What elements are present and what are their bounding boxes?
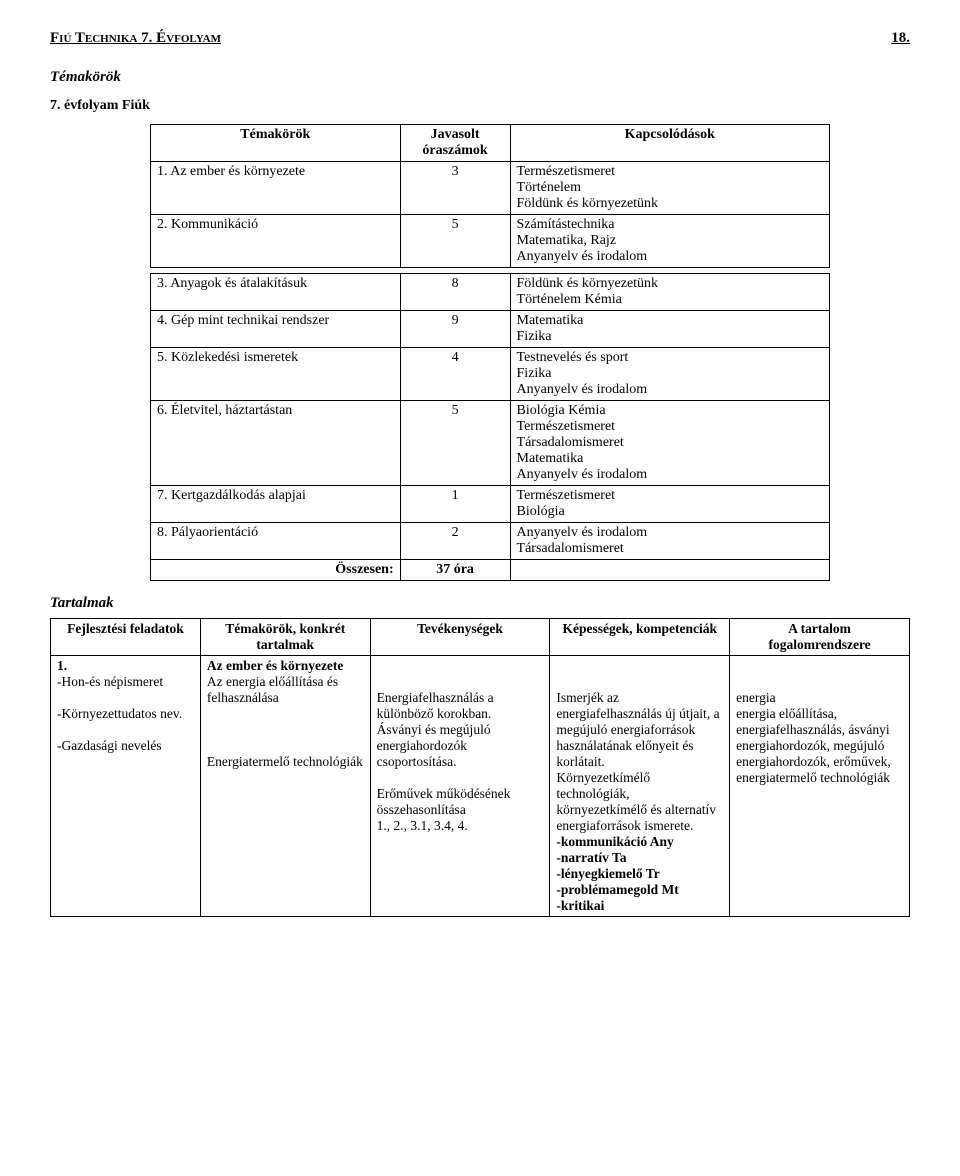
t2-h1: Fejlesztési feladatok — [51, 619, 201, 656]
table-row-links: Természetismeret Biológia — [510, 486, 829, 523]
table-row-links: Biológia Kémia Természetismeret Társadal… — [510, 401, 829, 486]
t2-colB: Az ember és környezeteAz energia előállí… — [200, 656, 370, 917]
grade-line: 7. évfolyam Fiúk — [50, 98, 910, 114]
table-row-name: 7. Kertgazdálkodás alapjai — [151, 486, 401, 523]
tartalmak-title: Tartalmak — [50, 595, 910, 612]
table-row-name: 8. Pályaorientáció — [151, 523, 401, 560]
header-left: Fiú Technika 7. Évfolyam — [50, 30, 221, 47]
t2-colA: 1.-Hon-és népismeret -Környezettudatos n… — [51, 656, 201, 917]
table-row-links: Földünk és környezetünk Történelem Kémia — [510, 274, 829, 311]
table-row-hours: 2 — [400, 523, 510, 560]
table-row-hours: 5 — [400, 401, 510, 486]
t2-h3: Tevékenységek — [370, 619, 550, 656]
table-row-links: Számítástechnika Matematika, Rajz Anyany… — [510, 215, 829, 268]
table-row-name: 2. Kommunikáció — [151, 215, 401, 268]
t2-h4: Képességek, kompetenciák — [550, 619, 730, 656]
t1-total-label: Összesen: — [151, 560, 401, 581]
t1-total-hours: 37 óra — [400, 560, 510, 581]
t1-h1: Témakörök — [151, 125, 401, 162]
t2-h2: Témakörök, konkrét tartalmak — [200, 619, 370, 656]
table-row-name: 1. Az ember és környezete — [151, 162, 401, 215]
page-header: Fiú Technika 7. Évfolyam 18. — [50, 30, 910, 47]
table-row-name: 4. Gép mint technikai rendszer — [151, 311, 401, 348]
t2-h5: A tartalom fogalomrendszere — [730, 619, 910, 656]
table-row-links: Matematika Fizika — [510, 311, 829, 348]
t2-colD: Ismerjék az energiafelhasználás új útjai… — [550, 656, 730, 917]
table-row-name: 6. Életvitel, háztartástan — [151, 401, 401, 486]
t1-total-empty — [510, 560, 829, 581]
table-row-name: 5. Közlekedési ismeretek — [151, 348, 401, 401]
table-row-hours: 3 — [400, 162, 510, 215]
topics-table: Témakörök Javasolt óraszámok Kapcsolódás… — [150, 124, 830, 581]
table-row-hours: 8 — [400, 274, 510, 311]
t1-h2: Javasolt óraszámok — [400, 125, 510, 162]
t2-colE: energia energia előállítása, energiafelh… — [730, 656, 910, 917]
table-row-hours: 1 — [400, 486, 510, 523]
table-row-hours: 5 — [400, 215, 510, 268]
table-row-links: Természetismeret Történelem Földünk és k… — [510, 162, 829, 215]
t2-colC: Energiafelhasználás a különböző korokban… — [370, 656, 550, 917]
header-right: 18. — [891, 30, 910, 47]
table-row-links: Anyanyelv és irodalom Társadalomismeret — [510, 523, 829, 560]
table-row-hours: 4 — [400, 348, 510, 401]
content-table: Fejlesztési feladatok Témakörök, konkrét… — [50, 618, 910, 917]
table-row-links: Testnevelés és sport Fizika Anyanyelv és… — [510, 348, 829, 401]
table-row-name: 3. Anyagok és átalakításuk — [151, 274, 401, 311]
t1-h3: Kapcsolódások — [510, 125, 829, 162]
table-row-hours: 9 — [400, 311, 510, 348]
section-title: Témakörök — [50, 69, 910, 86]
